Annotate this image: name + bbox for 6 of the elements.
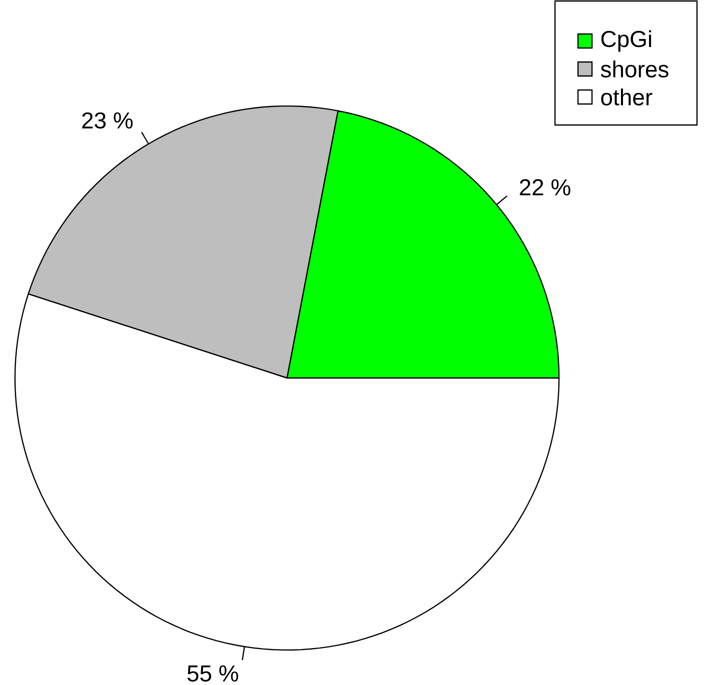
legend-label: CpGi — [601, 30, 652, 52]
data-label: 22 % — [520, 179, 570, 196]
legend-label: shores — [600, 60, 668, 78]
data-label: 55 % — [187, 665, 238, 682]
data-label: 23 % — [82, 112, 133, 129]
legend-label: other — [601, 88, 652, 106]
